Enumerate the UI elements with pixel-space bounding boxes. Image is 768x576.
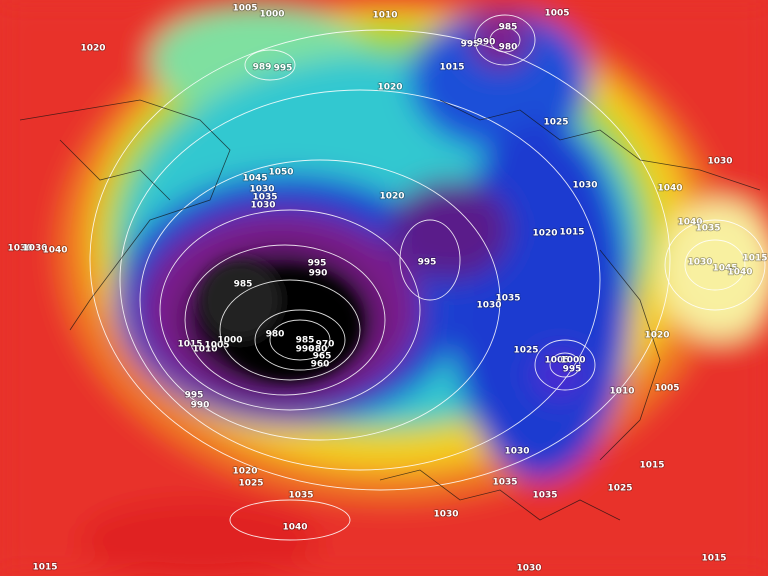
isobar-label: 995 xyxy=(461,40,480,50)
isobar-label: 1035 xyxy=(492,478,517,488)
isobar-label: 1010 xyxy=(609,387,634,397)
isobar-label: 1000 xyxy=(259,10,284,20)
isobar-label: 1020 xyxy=(379,192,404,202)
isobar-label: 995 xyxy=(308,259,327,269)
isobar-label: 1030 xyxy=(249,185,274,195)
isobar-label: 980 xyxy=(309,345,328,355)
isobar-label: 990 xyxy=(477,38,496,48)
isobar-label: 980 xyxy=(266,330,285,340)
isobar-label: 1035 xyxy=(495,294,520,304)
isobar-label: 1035 xyxy=(532,491,557,501)
isobar-label: 1015 xyxy=(177,340,202,350)
isobar-label: 1025 xyxy=(607,484,632,494)
isobars xyxy=(89,14,766,541)
isobar-label: 1015 xyxy=(742,254,767,264)
isobar-label: 1000 xyxy=(560,356,585,366)
isobar-label: 1025 xyxy=(543,118,568,128)
isobar-label: 995 xyxy=(418,258,437,268)
isobar-label: 1010 xyxy=(372,11,397,21)
isobar-label: 1045 xyxy=(712,264,737,274)
isobar-label: 1040 xyxy=(657,184,682,194)
core-shading xyxy=(200,260,360,380)
isobar-label: 1030 xyxy=(516,564,541,574)
isobar-label: 1025 xyxy=(513,346,538,356)
isobar-label: 995 xyxy=(563,365,582,375)
isobar-label: 1025 xyxy=(238,479,263,489)
isobar-label: 995 xyxy=(185,391,204,401)
isobar-label: 965 xyxy=(313,352,332,362)
isobar-label: 1030 xyxy=(504,447,529,457)
isobar-label: 1030 xyxy=(476,301,501,311)
isobar-label: 990 xyxy=(191,401,210,411)
isobar-label: 1035 xyxy=(288,491,313,501)
isobar-label: 980 xyxy=(499,43,518,53)
isobar-label: 1045 xyxy=(242,174,267,184)
isobar-label: 1005 xyxy=(544,356,569,366)
isobar-label: 1015 xyxy=(439,63,464,73)
isobar-label: 1050 xyxy=(268,168,293,178)
isobar-label: 1035 xyxy=(252,193,277,203)
isobar-label: 1030 xyxy=(7,244,32,254)
isobar-label: 1005 xyxy=(204,341,229,351)
isobar-label: 1015 xyxy=(639,461,664,471)
isobar-label: 990 xyxy=(296,345,315,355)
isobar-label: 970 xyxy=(316,340,335,350)
isobar-label: 1015 xyxy=(32,563,57,573)
isobar-label: 1030 xyxy=(687,258,712,268)
isobar-label: 1020 xyxy=(80,44,105,54)
isobar-label: 995 xyxy=(274,64,293,74)
isobar-label: 990 xyxy=(309,269,328,279)
isobar-label: 1030 xyxy=(433,510,458,520)
coastlines xyxy=(19,99,761,521)
isobar-label: 1020 xyxy=(232,467,257,477)
isobar-label: 985 xyxy=(234,280,253,290)
isobar-label: 1040 xyxy=(727,268,752,278)
isobar-label: 989 xyxy=(253,63,272,73)
isobar-label: 1000 xyxy=(217,336,242,346)
isobar-label: 1005 xyxy=(654,384,679,394)
isobar-label: 1010 xyxy=(192,345,217,355)
isobar-label: 1030 xyxy=(572,181,597,191)
isobar-label: 985 xyxy=(296,336,315,346)
isobar-label: 985 xyxy=(499,23,518,33)
isobar-label: 1015 xyxy=(559,228,584,238)
isobar-label: 1030 xyxy=(707,157,732,167)
isobar-label: 1005 xyxy=(232,4,257,14)
isobar-label: 1020 xyxy=(532,229,557,239)
isobar-label: 1040 xyxy=(42,246,67,256)
isobar-label: 1020 xyxy=(377,83,402,93)
isobar-label: 1005 xyxy=(544,9,569,19)
isobar-label: 1030 xyxy=(250,201,275,211)
isobar-label: 1040 xyxy=(677,218,702,228)
isobar-label: 1040 xyxy=(282,523,307,533)
isobar-label: 1035 xyxy=(695,224,720,234)
isobar-label: 960 xyxy=(311,360,330,370)
isobar-label: 1020 xyxy=(644,331,669,341)
isobar-label: 1015 xyxy=(701,554,726,564)
isobar-label: 1030 xyxy=(22,244,47,254)
